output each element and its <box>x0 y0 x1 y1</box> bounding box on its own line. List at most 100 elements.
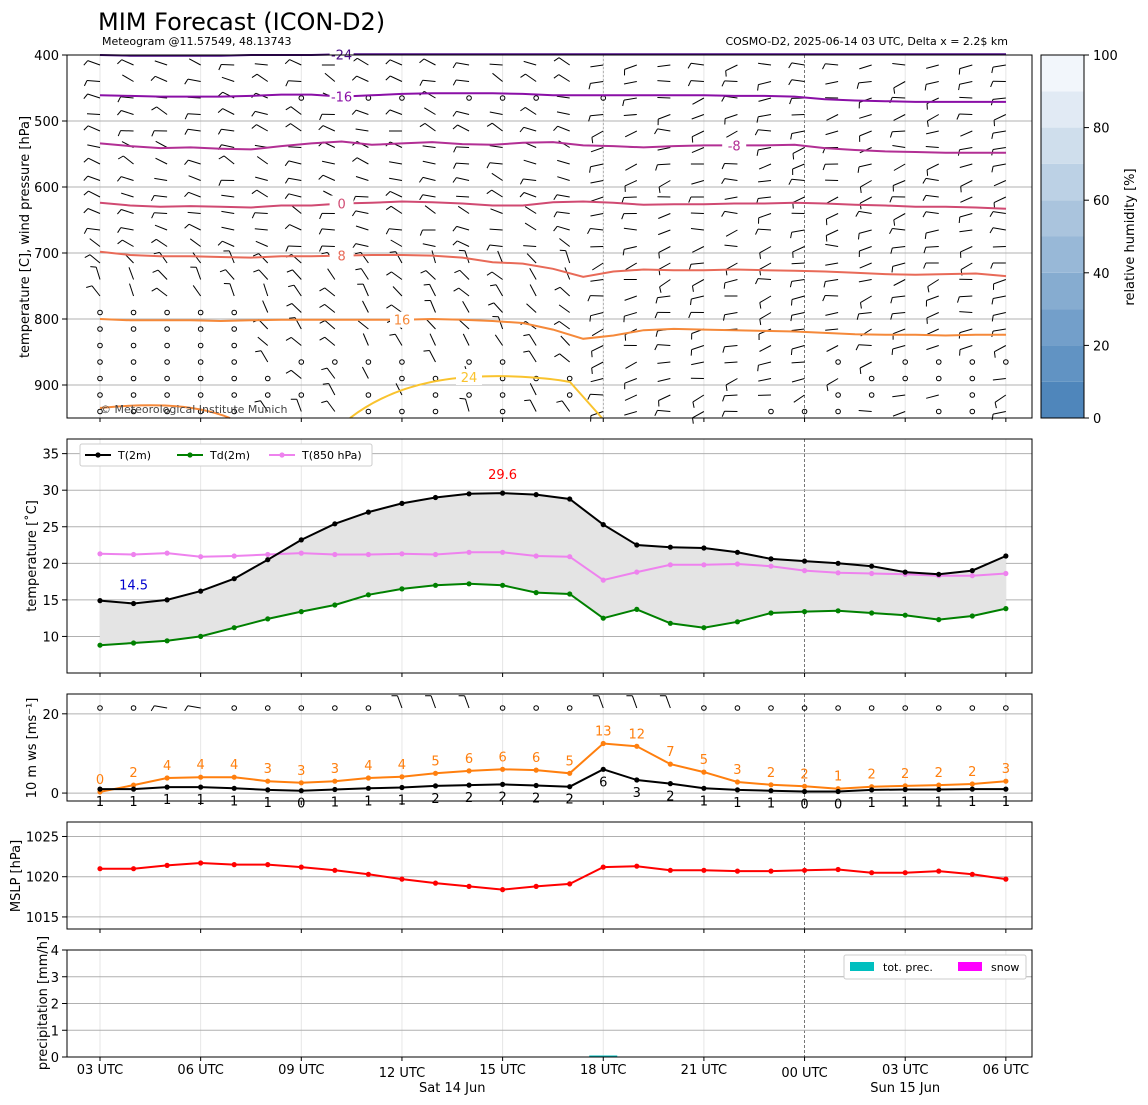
wind-barb <box>657 64 671 68</box>
calm-circle <box>298 392 305 398</box>
wind-barb <box>690 228 704 231</box>
wind-barb <box>122 74 134 82</box>
upper-air-panel: -24 -16 -8 0 8 16 24 400 500 600 700 800 900 temper… <box>18 46 1033 424</box>
data-point <box>936 617 942 623</box>
wind-barb <box>254 212 268 214</box>
gust-label: 5 <box>431 754 439 769</box>
data-label: 14.5 <box>119 579 148 594</box>
isotherm-label-bg <box>329 247 354 264</box>
barb-flag <box>352 157 358 162</box>
barb-flag <box>286 269 293 273</box>
barb-flag <box>184 159 189 166</box>
wind-barb <box>424 205 436 214</box>
calm-circle <box>701 705 707 711</box>
barb-flag <box>926 169 929 176</box>
wind-barb <box>456 62 470 66</box>
calm-circle <box>566 375 573 382</box>
wind-barb <box>691 130 705 138</box>
barb-flag <box>285 123 291 128</box>
wind-barbs <box>83 57 1009 424</box>
barb-flag <box>554 286 561 291</box>
wind-barb <box>825 279 839 282</box>
wind-barb <box>429 350 436 363</box>
wind-barb <box>598 695 604 709</box>
wind-barb <box>293 284 302 297</box>
barb-flag <box>958 216 961 224</box>
data-point <box>936 868 942 874</box>
wind-barb <box>625 262 638 271</box>
data-point <box>969 781 975 787</box>
calm-circle <box>231 408 237 415</box>
barb-flag <box>452 79 457 86</box>
barb-flag <box>117 176 122 182</box>
data-point <box>667 544 673 550</box>
calm-circle <box>935 359 942 365</box>
barb-flag <box>254 400 261 403</box>
wind-barb <box>791 178 805 181</box>
data-point <box>701 562 707 568</box>
data-point <box>332 521 338 527</box>
gust-label: 4 <box>398 758 406 773</box>
calm-circle <box>868 392 875 398</box>
barb-flag <box>553 211 558 218</box>
wind-barb <box>529 284 537 297</box>
barb-flag <box>687 62 692 69</box>
y-tick-label: 1015 <box>26 911 59 926</box>
temperature-legend: T(2m) Td(2m) T(850 hPa) <box>79 443 373 467</box>
wind-barb <box>692 411 705 419</box>
wind-barb <box>791 345 805 350</box>
data-point <box>600 864 606 870</box>
wind-barb <box>389 59 403 66</box>
wind-barb <box>859 262 872 269</box>
barb-flag <box>926 120 929 127</box>
barb-flag <box>856 82 860 89</box>
calm-circle <box>935 375 942 382</box>
legend-label: T(2m) <box>117 449 151 462</box>
colorbar-band <box>1041 236 1084 273</box>
barb-flag <box>519 178 524 185</box>
x-tick-label: 12 UTC <box>379 1066 425 1081</box>
barb-flag <box>589 315 592 322</box>
data-point <box>634 606 640 613</box>
wind-barb <box>925 211 939 214</box>
calm-circle <box>164 408 170 415</box>
wind-barb <box>360 252 369 264</box>
wind-barb <box>491 189 503 198</box>
wind-barb <box>893 279 906 286</box>
data-point <box>466 782 472 788</box>
wind-barb <box>324 287 336 297</box>
barb-flag <box>520 73 526 78</box>
wind-barb <box>959 147 973 151</box>
wind-barb <box>523 178 537 181</box>
barb-flag <box>486 162 491 169</box>
wind-barb <box>491 122 503 132</box>
barb-flag <box>218 64 222 71</box>
barb-flag <box>788 79 793 86</box>
barb-flag <box>184 129 189 135</box>
wind-barb <box>724 345 738 348</box>
wind-barb <box>491 271 503 280</box>
wind-barb <box>826 213 839 220</box>
barb-flag <box>792 153 795 160</box>
barb-flag <box>691 136 694 143</box>
wind-barb <box>892 246 906 249</box>
calm-circle <box>197 359 204 365</box>
wind-barb <box>392 286 403 297</box>
colorbar-label: relative humidity [%] <box>1123 168 1138 305</box>
calm-circle <box>835 705 841 711</box>
wind-barb <box>631 695 638 709</box>
wind-barb <box>289 59 302 66</box>
data-point <box>1003 553 1009 559</box>
barb-flag <box>117 227 122 233</box>
data-point <box>97 786 103 792</box>
barb-flag <box>288 284 295 288</box>
wind-barb <box>389 177 403 181</box>
barb-flag <box>219 269 226 273</box>
data-point <box>667 562 673 568</box>
wind-barb <box>389 190 403 198</box>
wind-barb <box>623 114 637 116</box>
wind-barb <box>456 110 470 115</box>
colorbar-frame <box>1040 54 1085 419</box>
barb-flag <box>386 271 392 276</box>
data-point <box>298 609 304 615</box>
